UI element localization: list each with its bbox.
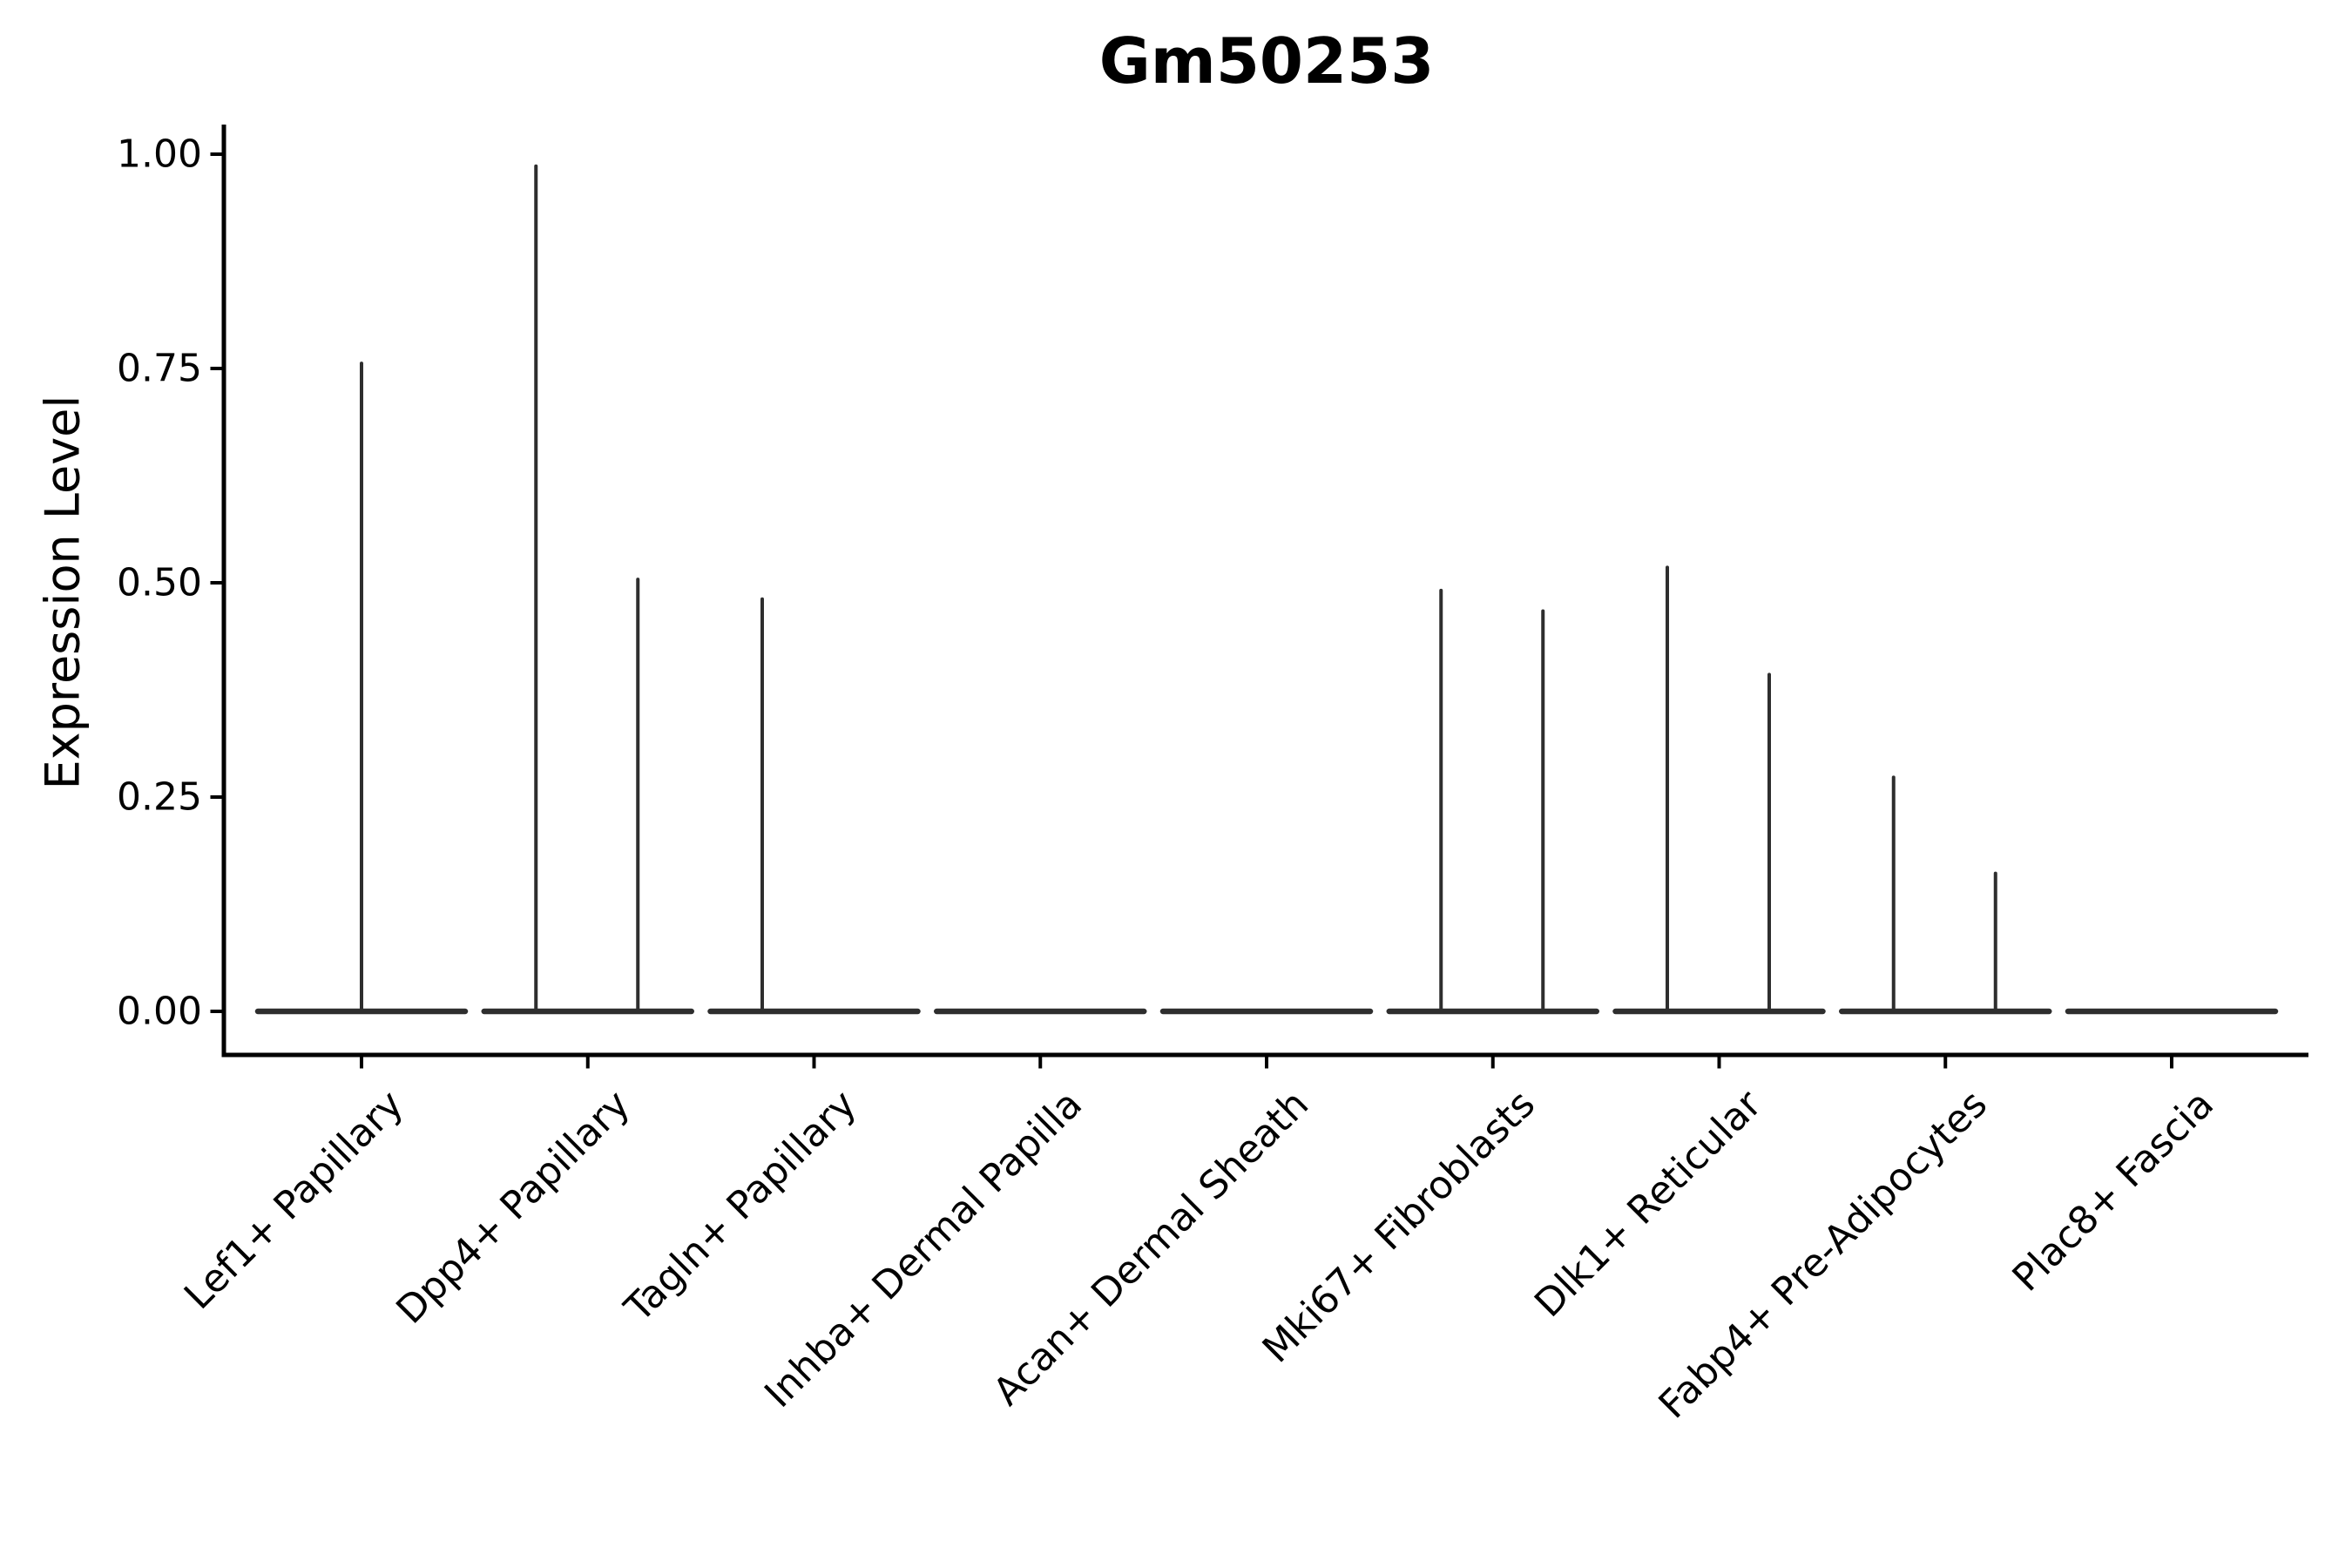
chart-title: Gm50253: [1098, 24, 1435, 98]
y-tick-label: 0.00: [117, 989, 202, 1034]
y-tick-label: 0.25: [117, 774, 202, 820]
y-axis-label: Expression Level: [35, 395, 91, 790]
y-tick-label: 1.00: [117, 132, 202, 177]
y-tick-label: 0.50: [117, 560, 202, 605]
y-tick-label: 0.75: [117, 346, 202, 391]
